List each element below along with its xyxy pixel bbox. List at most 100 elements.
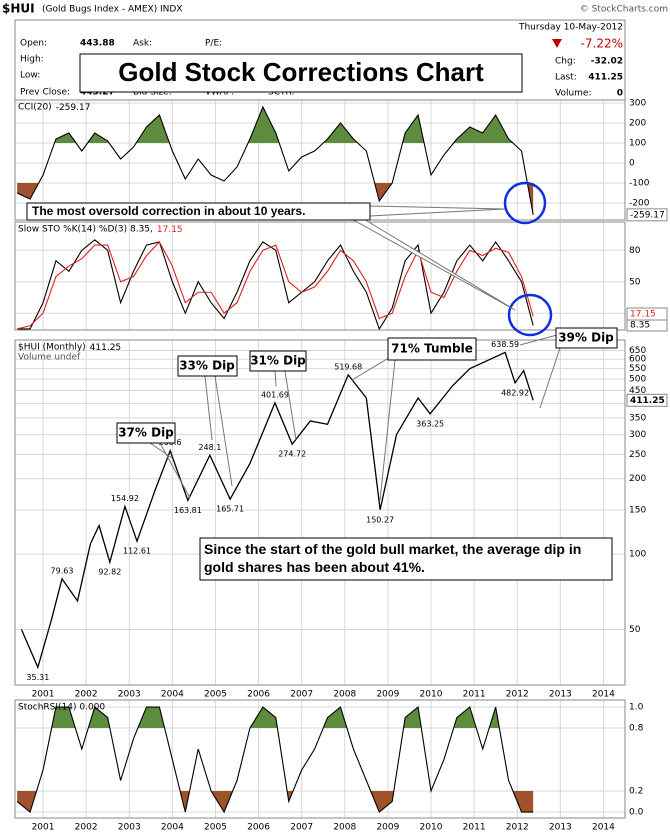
value-label: 638.59 [491,340,519,349]
x-tick-label: 2006 [247,823,270,833]
panel-frame [14,699,626,819]
value-label: 165.71 [216,505,244,514]
panel-frame [14,339,626,686]
value-label: 274.72 [278,450,306,459]
panel-title: StochRSI(14) 0.000 [18,703,105,713]
x-tick-label: 2009 [376,823,399,833]
panel-title-value: 411.25 [90,343,122,353]
y-tick-label: 200 [629,119,646,129]
open: 443.88 [80,39,115,49]
dip-label: 39% Dip [558,331,614,345]
panel [15,222,625,330]
last-value-box [626,393,668,407]
panel [15,340,625,685]
value-label: 154.92 [111,494,139,503]
symbol: $HUI [2,2,35,16]
pointer [274,370,277,387]
symbol-name: (Gold Bugs Index - AMEX) [42,5,157,15]
x-tick-label: 2005 [204,690,227,700]
x-tick-label: 2004 [161,823,184,833]
x-tick-label: 2008 [333,690,356,700]
y-tick-label: 200 [629,474,646,484]
y-tick-label: 500 [629,375,646,385]
last-value-label: -259.17 [630,210,665,220]
y-tick-label: 650 [629,346,646,356]
pointer [214,375,233,487]
dip-box [555,327,618,349]
series-line [17,239,534,330]
y-tick-label: 300 [629,99,646,109]
pointer [539,347,561,409]
last-value-label: 411.25 [630,396,665,406]
x-tick-label: 2002 [75,823,98,833]
pointer [149,442,173,459]
copyright: © StockCharts.com [580,5,668,15]
last-value-label: 17.15 [630,310,656,320]
x-tick-label: 2007 [290,690,313,700]
panel-title-value: 17.15 [157,225,183,235]
last-value-box [626,208,668,222]
prev-close-label: Prev Close: [20,88,70,98]
pointer [284,370,297,441]
pointer [351,355,393,381]
overbought-fill [17,107,534,143]
value-label: 92.82 [98,568,121,577]
series-line [20,351,534,670]
pointer [204,375,213,441]
last-value-label: 8.35 [630,321,650,331]
open-label: Open: [20,39,47,49]
circle [507,293,553,337]
y-tick-label: 600 [629,355,646,365]
dip-label: 71% Tumble [391,342,473,356]
x-tick-label: 2014 [592,690,615,700]
y-tick-label: 450 [629,386,646,396]
value-label: 482.92 [501,388,529,397]
pointer [519,334,558,346]
y-tick-label: 100 [629,139,646,149]
x-tick-label: 2010 [420,823,443,833]
pe: P/E: [205,39,222,49]
last-value-box [626,307,668,321]
dip-label: 31% Dip [250,354,306,368]
panel-frame [14,221,626,331]
value-label: 35.31 [26,673,49,682]
last-label: Last: [555,73,577,83]
value-label: 363.25 [416,419,444,428]
x-tick-label: 2008 [333,823,356,833]
y-tick-label: 80 [629,246,641,256]
x-tick-label: 2007 [290,823,313,833]
x-tick-label: 2004 [161,690,184,700]
x-tick-label: 2011 [463,823,486,833]
panel-subtitle: Volume undef [18,353,81,363]
volume: 0 [617,89,623,99]
series-line [16,706,534,814]
y-tick-label: 0.0 [629,808,644,818]
exchange: INDX [160,5,182,15]
note-box [199,537,613,581]
y-tick-label: 100 [629,550,646,560]
x-tick-label: 2012 [506,823,529,833]
x-tick-label: 2003 [118,690,141,700]
x-tick-label: 2010 [420,690,443,700]
dip-box [116,422,176,444]
x-tick-label: 2001 [32,690,55,700]
x-tick-label: 2014 [592,823,615,833]
x-tick-label: 2003 [118,823,141,833]
annotations: Gold Stock Corrections Chart The most ov… [26,53,618,581]
dip-box [177,355,238,377]
pointer [379,359,396,501]
y-tick-label: 0.8 [629,724,644,734]
x-tick-label: 2001 [32,823,55,833]
callout-box [26,202,371,221]
x-tick-label: 2013 [549,823,572,833]
y-tick-label: 50 [629,625,641,635]
value-label: 248.1 [198,443,221,452]
y-tick-label: -200 [629,199,650,209]
x-tick-label: 2012 [506,690,529,700]
change-pct: -7.22% [581,37,623,51]
down-arrow [552,39,562,48]
dip-box [249,350,307,372]
high: High: [20,55,44,65]
y-tick-label: 350 [629,413,646,423]
